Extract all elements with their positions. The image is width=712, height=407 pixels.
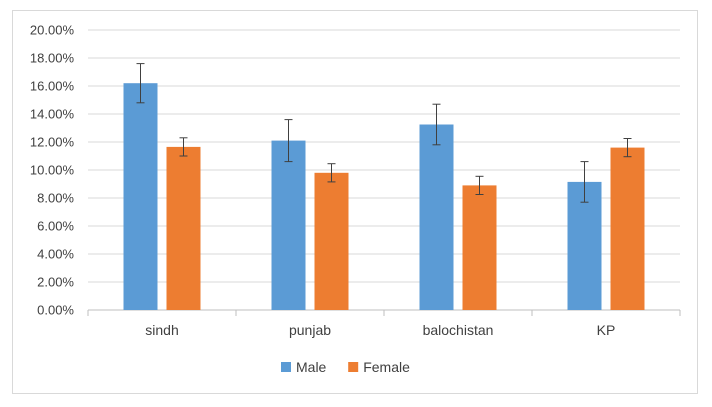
- y-tick-label: 4.00%: [37, 247, 74, 262]
- y-tick-label: 8.00%: [37, 191, 74, 206]
- bar-female-balochistan: [462, 185, 497, 310]
- y-tick-label: 20.00%: [30, 23, 75, 38]
- legend-label-female: Female: [363, 359, 410, 375]
- x-tick-label: KP: [597, 322, 616, 338]
- x-tick-label: punjab: [289, 322, 331, 338]
- bar-male-balochistan: [419, 124, 454, 310]
- bar-female-kp: [610, 147, 645, 310]
- y-tick-label: 18.00%: [30, 51, 75, 66]
- x-tick-label: sindh: [145, 322, 178, 338]
- legend-label-male: Male: [296, 359, 327, 375]
- y-tick-label: 14.00%: [30, 107, 75, 122]
- bar-female-sindh: [166, 146, 201, 310]
- bar-male-sindh: [123, 83, 158, 310]
- bar-female-punjab: [314, 172, 349, 310]
- y-tick-label: 16.00%: [30, 79, 75, 94]
- y-tick-label: 0.00%: [37, 303, 74, 318]
- y-tick-label: 10.00%: [30, 163, 75, 178]
- y-tick-label: 6.00%: [37, 219, 74, 234]
- y-tick-label: 12.00%: [30, 135, 75, 150]
- legend-swatch-male: [281, 362, 291, 372]
- bar-male-punjab: [271, 140, 306, 310]
- y-tick-label: 2.00%: [37, 275, 74, 290]
- x-tick-label: balochistan: [423, 322, 494, 338]
- legend-swatch-female: [348, 362, 359, 372]
- bar-male-kp: [567, 181, 602, 310]
